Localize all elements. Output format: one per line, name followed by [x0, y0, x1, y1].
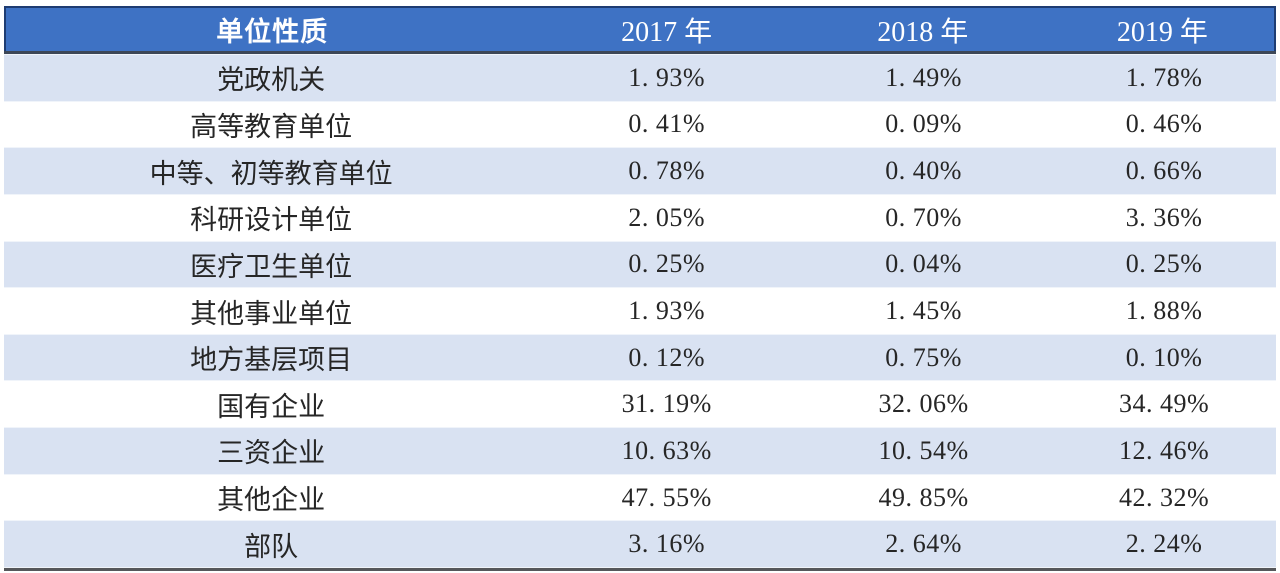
unit-type-cell: 高等教育单位	[190, 111, 353, 142]
value-2019-cell: 3. 36%	[1125, 202, 1203, 232]
data-table: 单位性质 2017 年 2018 年 2019 年 党政机关 1. 93% 1.…	[4, 6, 1276, 571]
header-year-2017: 2017 年	[621, 16, 713, 48]
unit-type-cell: 其他事业单位	[190, 298, 353, 329]
table-row: 其他事业单位 1. 93% 1. 45% 1. 88%	[4, 288, 1276, 334]
table-row: 其他企业 47. 55% 49. 85% 42. 32%	[4, 474, 1276, 521]
value-2017-cell: 0. 78%	[628, 156, 706, 186]
table-row: 中等、初等教育单位 0. 78% 0. 40% 0. 66%	[4, 147, 1276, 195]
value-2018-cell: 0. 09%	[885, 109, 962, 139]
table-row: 科研设计单位 2. 05% 0. 70% 3. 36%	[4, 194, 1276, 241]
header-unit-type: 单位性质	[216, 17, 329, 47]
value-2019-cell: 1. 78%	[1125, 62, 1203, 92]
table-row: 医疗卫生单位 0. 25% 0. 04% 0. 25%	[4, 240, 1276, 289]
table-header-row: 单位性质 2017 年 2018 年 2019 年	[4, 6, 1276, 51]
unit-type-cell: 部队	[244, 531, 299, 562]
value-2017-cell: 47. 55%	[621, 482, 712, 512]
unit-type-cell: 中等、初等教育单位	[149, 158, 393, 189]
table-body: 党政机关 1. 93% 1. 49% 1. 78% 高等教育单位 0. 41% …	[4, 54, 1276, 569]
header-year-2019: 2019 年	[1116, 16, 1208, 48]
value-2018-cell: 0. 40%	[885, 156, 962, 186]
value-2018-cell: 0. 70%	[885, 202, 962, 232]
value-2019-cell: 42. 32%	[1118, 482, 1210, 512]
value-2017-cell: 10. 63%	[621, 435, 712, 465]
unit-type-cell: 科研设计单位	[190, 205, 353, 236]
value-2018-cell: 0. 75%	[885, 342, 962, 372]
unit-type-cell: 国有企业	[217, 391, 326, 422]
value-2019-cell: 0. 10%	[1125, 342, 1203, 372]
table-row: 地方基层项目 0. 12% 0. 75% 0. 10%	[4, 333, 1276, 382]
table-row: 党政机关 1. 93% 1. 49% 1. 78%	[4, 54, 1276, 102]
header-separator-line	[4, 51, 1276, 54]
value-2017-cell: 2. 05%	[628, 202, 706, 232]
value-2019-cell: 34. 49%	[1118, 389, 1210, 419]
value-2017-cell: 1. 93%	[628, 62, 706, 92]
value-2017-cell: 0. 25%	[628, 249, 706, 279]
value-2018-cell: 32. 06%	[878, 389, 969, 419]
value-2019-cell: 0. 46%	[1125, 109, 1203, 139]
unit-type-cell: 三资企业	[217, 438, 326, 469]
table-bottom-border	[4, 568, 1276, 571]
value-2018-cell: 0. 04%	[885, 249, 962, 279]
value-2018-cell: 10. 54%	[878, 435, 969, 465]
value-2019-cell: 0. 25%	[1125, 249, 1203, 279]
value-2017-cell: 31. 19%	[621, 389, 712, 419]
value-2019-cell: 2. 24%	[1125, 529, 1203, 559]
value-2017-cell: 0. 12%	[628, 342, 706, 372]
value-2018-cell: 2. 64%	[885, 529, 962, 559]
value-2017-cell: 0. 41%	[628, 109, 706, 139]
value-2019-cell: 0. 66%	[1125, 156, 1203, 186]
header-year-2018: 2018 年	[877, 16, 969, 48]
value-2017-cell: 1. 93%	[628, 296, 706, 326]
unit-type-cell: 医疗卫生单位	[190, 251, 353, 282]
table-row: 部队 3. 16% 2. 64% 2. 24%	[4, 520, 1276, 569]
table-row: 三资企业 10. 63% 10. 54% 12. 46%	[4, 427, 1276, 475]
table-row: 高等教育单位 0. 41% 0. 09% 0. 46%	[4, 101, 1276, 148]
unit-type-cell: 党政机关	[217, 65, 326, 96]
value-2018-cell: 1. 45%	[885, 296, 962, 326]
unit-type-cell: 其他企业	[217, 485, 326, 516]
table-row: 国有企业 31. 19% 32. 06% 34. 49%	[4, 381, 1276, 428]
value-2019-cell: 12. 46%	[1118, 435, 1210, 465]
value-2017-cell: 3. 16%	[628, 529, 706, 559]
value-2018-cell: 1. 49%	[885, 62, 962, 92]
value-2019-cell: 1. 88%	[1125, 296, 1203, 326]
value-2018-cell: 49. 85%	[878, 482, 969, 512]
unit-type-cell: 地方基层项目	[190, 345, 353, 376]
